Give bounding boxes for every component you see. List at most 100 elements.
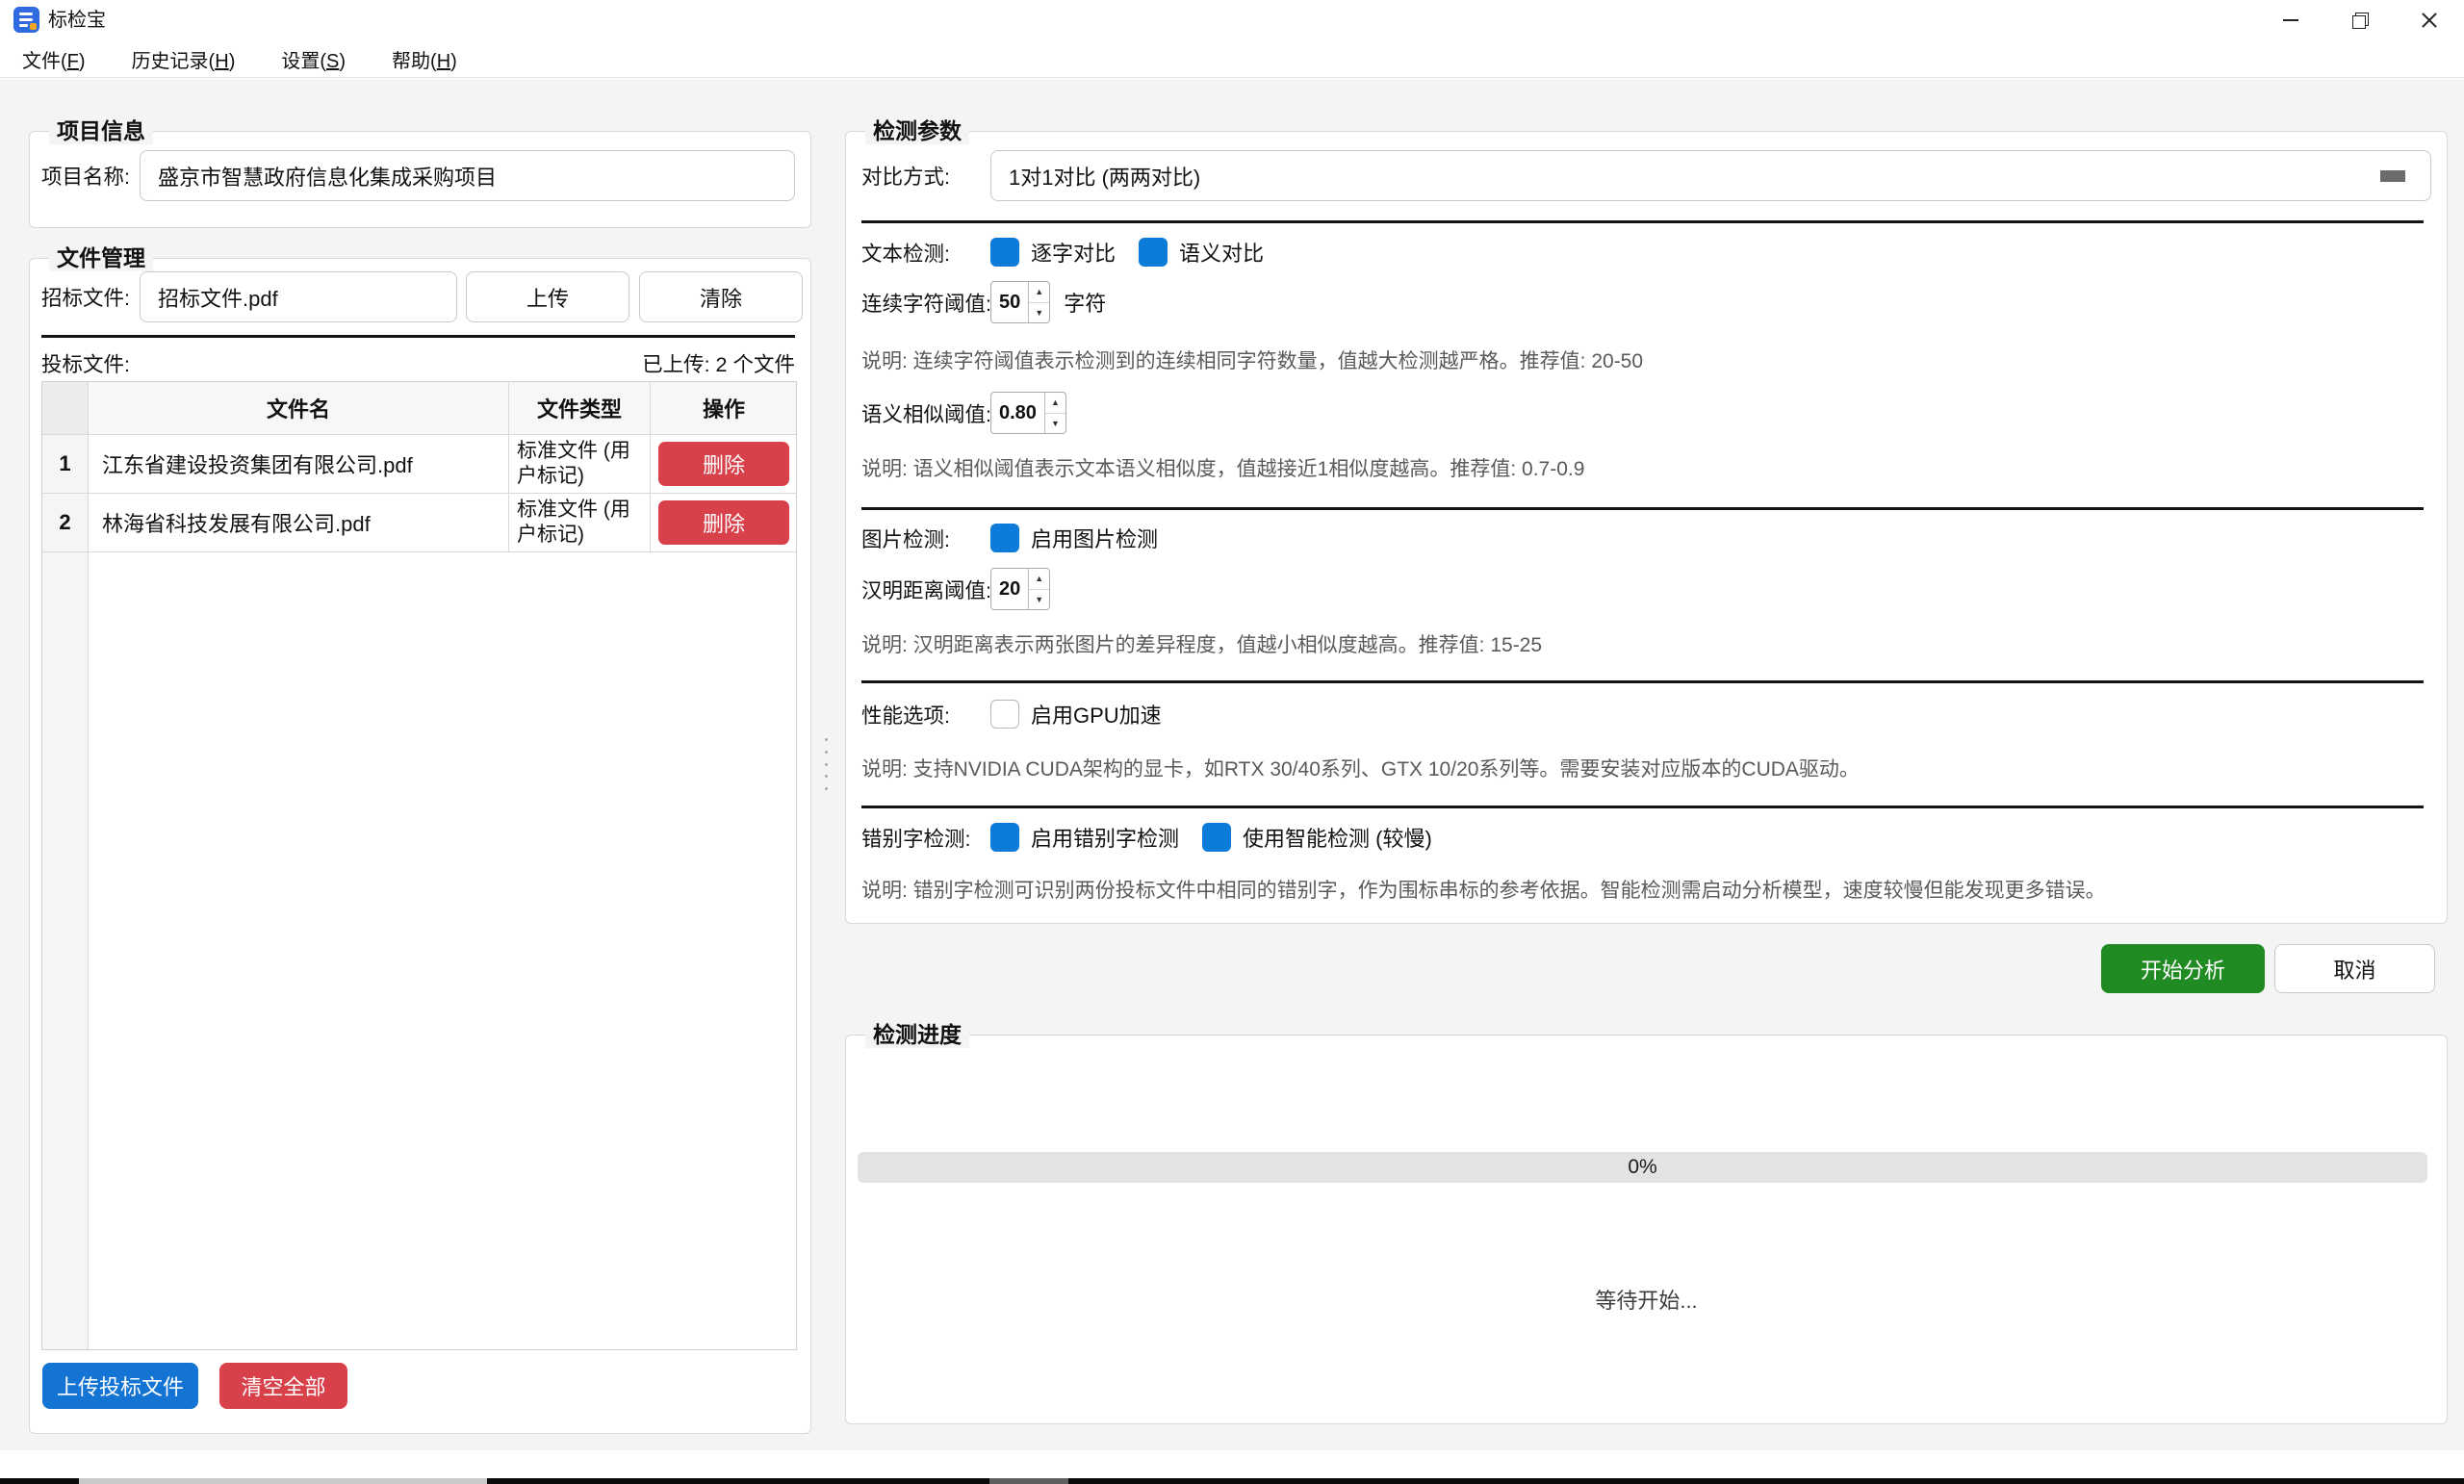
title-bar: 标检宝 — [0, 0, 2464, 40]
header-action: 操作 — [702, 397, 745, 422]
filetype-cell: 标准文件 (用户标记) — [509, 494, 651, 551]
menu-file[interactable]: 文件(F) — [22, 50, 86, 72]
table-row[interactable]: 2 林海省科技发展有限公司.pdf 标准文件 (用户标记) 删除 — [42, 494, 796, 552]
typo-detect-label: 错别字检测: — [861, 827, 971, 851]
project-info-group: 项目信息 项目名称: 盛京市智慧政府信息化集成采购项目 — [29, 117, 811, 228]
char-threshold-suffix: 字符 — [1064, 292, 1107, 316]
tender-file-label: 招标文件: — [41, 287, 130, 310]
spin-down-icon[interactable]: ▼ — [1050, 418, 1060, 428]
upload-bid-files-button[interactable]: 上传投标文件 — [42, 1363, 198, 1409]
project-name-label: 项目名称: — [41, 166, 130, 189]
typo-detect-note: 说明: 错别字检测可识别两份投标文件中相同的错别字，作为围标串标的参考依据。智能… — [861, 880, 2106, 902]
enable-gpu-checkbox[interactable] — [990, 700, 1019, 729]
menu-bar: 文件(F) 历史记录(H) 设置(S) 帮助(H) — [0, 40, 2464, 78]
table-row[interactable]: 1 江东省建设投资集团有限公司.pdf 标准文件 (用户标记) 删除 — [42, 435, 796, 494]
char-threshold-label: 连续字符阈值: — [861, 292, 991, 316]
spin-down-icon[interactable]: ▼ — [1035, 307, 1044, 318]
semantic-threshold-note: 说明: 语义相似阈值表示文本语义相似度，值越接近1相似度越高。推荐值: 0.7-… — [861, 458, 1585, 480]
enable-gpu-checkbox-label: 启用GPU加速 — [1031, 704, 1162, 728]
header-row-number — [42, 382, 89, 434]
section-divider — [41, 335, 795, 338]
section-divider — [861, 806, 2424, 808]
spin-up-icon[interactable]: ▲ — [1029, 569, 1050, 590]
menu-help[interactable]: 帮助(H) — [392, 50, 457, 72]
performance-label: 性能选项: — [861, 704, 950, 728]
smart-detect-checkbox-label: 使用智能检测 (较慢) — [1243, 827, 1432, 851]
header-filename: 文件名 — [89, 382, 509, 434]
detection-params-title: 检测参数 — [865, 117, 969, 144]
clear-all-button[interactable]: 清空全部 — [219, 1363, 347, 1409]
window-controls — [2256, 0, 2464, 40]
detection-params-group: 检测参数 对比方式: 1对1对比 (两两对比) 文本检测: 逐字对比 语义对比 … — [845, 117, 2448, 924]
spin-up-icon[interactable]: ▲ — [1029, 282, 1050, 303]
start-analysis-button[interactable]: 开始分析 — [2101, 944, 2265, 993]
action-cell: 删除 — [651, 435, 796, 493]
filename-cell: 江东省建设投资集团有限公司.pdf — [89, 435, 509, 493]
project-name-input[interactable]: 盛京市智慧政府信息化集成采购项目 — [139, 150, 795, 201]
section-divider — [861, 220, 2424, 223]
uploaded-count: 已上传: 2 个文件 — [642, 353, 795, 376]
upload-tender-button[interactable]: 上传 — [465, 271, 629, 322]
table-header-row: 文件名 文件类型 操作 — [42, 382, 796, 435]
tender-file-input[interactable]: 招标文件.pdf — [139, 271, 457, 322]
menu-settings[interactable]: 设置(S) — [281, 50, 346, 72]
semantic-threshold-spinner[interactable]: 0.80 ▲ ▼ — [990, 392, 1066, 434]
enable-image-detect-checkbox[interactable] — [990, 524, 1019, 552]
clear-tender-button[interactable]: 清除 — [638, 271, 803, 322]
compare-mode-select[interactable]: 1对1对比 (两两对比) — [990, 150, 2431, 201]
action-cell: 删除 — [651, 494, 796, 551]
filetype-cell: 标准文件 (用户标记) — [509, 435, 651, 493]
char-threshold-note: 说明: 连续字符阈值表示检测到的连续相同字符数量，值越大检测越严格。推荐值: 2… — [861, 350, 1644, 372]
semantic-threshold-label: 语义相似阈值: — [861, 402, 991, 426]
spin-up-icon[interactable]: ▲ — [1044, 393, 1065, 414]
detection-progress-group: 检测进度 0% 等待开始... — [845, 1021, 2448, 1424]
performance-note: 说明: 支持NVIDIA CUDA架构的显卡，如RTX 30/40系列、GTX … — [861, 758, 1860, 780]
taskbar-sliver — [0, 1478, 2464, 1484]
close-icon — [2421, 12, 2438, 29]
progress-percent: 0% — [1628, 1156, 1657, 1178]
detection-progress-title: 检测进度 — [865, 1021, 969, 1048]
filename-cell: 林海省科技发展有限公司.pdf — [89, 494, 509, 551]
delete-button[interactable]: 删除 — [658, 442, 789, 486]
app-title: 标检宝 — [48, 10, 106, 31]
panel-splitter-handle[interactable] — [823, 738, 829, 790]
section-divider — [861, 507, 2424, 510]
row-number-cell: 2 — [42, 494, 89, 551]
semantic-compare-checkbox[interactable] — [1139, 238, 1168, 267]
char-threshold-spinner[interactable]: 50 ▲ ▼ — [990, 281, 1051, 323]
close-button[interactable] — [2395, 0, 2464, 40]
app-logo-icon — [13, 7, 39, 33]
image-detect-label: 图片检测: — [861, 527, 950, 551]
enable-typo-detect-checkbox[interactable] — [990, 823, 1019, 852]
cancel-button[interactable]: 取消 — [2274, 944, 2435, 993]
enable-image-detect-checkbox-label: 启用图片检测 — [1031, 527, 1159, 551]
minimize-button[interactable] — [2256, 0, 2325, 40]
restore-button[interactable] — [2325, 0, 2395, 40]
window-bottom-strip — [0, 1450, 2464, 1478]
verbatim-compare-checkbox[interactable] — [990, 238, 1019, 267]
compare-mode-label: 对比方式: — [861, 166, 950, 189]
menu-history[interactable]: 历史记录(H) — [131, 50, 236, 72]
verbatim-compare-checkbox-label: 逐字对比 — [1031, 242, 1116, 266]
project-info-title: 项目信息 — [49, 117, 153, 144]
spin-down-icon[interactable]: ▼ — [1035, 594, 1044, 604]
restore-icon — [2351, 12, 2369, 29]
smart-detect-checkbox[interactable] — [1202, 823, 1232, 852]
file-management-title: 文件管理 — [49, 244, 153, 271]
hamming-threshold-note: 说明: 汉明距离表示两张图片的差异程度，值越小相似度越高。推荐值: 15-25 — [861, 634, 1543, 656]
hamming-threshold-spinner[interactable]: 20 ▲ ▼ — [990, 568, 1051, 610]
delete-button[interactable]: 删除 — [658, 500, 789, 545]
dropdown-indicator-icon — [2380, 169, 2405, 182]
enable-typo-detect-checkbox-label: 启用错别字检测 — [1031, 827, 1180, 851]
header-filetype: 文件类型 — [509, 382, 651, 434]
file-management-group: 文件管理 招标文件: 招标文件.pdf 上传 清除 投标文件: 已上传: 2 个… — [29, 244, 811, 1434]
bid-files-label: 投标文件: — [41, 353, 130, 376]
section-divider — [861, 680, 2424, 683]
text-detect-label: 文本检测: — [861, 242, 950, 266]
row-number-cell: 1 — [42, 435, 89, 493]
hamming-threshold-label: 汉明距离阈值: — [861, 578, 991, 602]
semantic-compare-checkbox-label: 语义对比 — [1179, 242, 1265, 266]
bid-files-table: 文件名 文件类型 操作 1 江东省建设投资集团有限公司.pdf 标准文件 (用户… — [41, 381, 797, 1350]
progress-bar: 0% — [858, 1152, 2427, 1183]
progress-status-text: 等待开始... — [1595, 1289, 1698, 1313]
